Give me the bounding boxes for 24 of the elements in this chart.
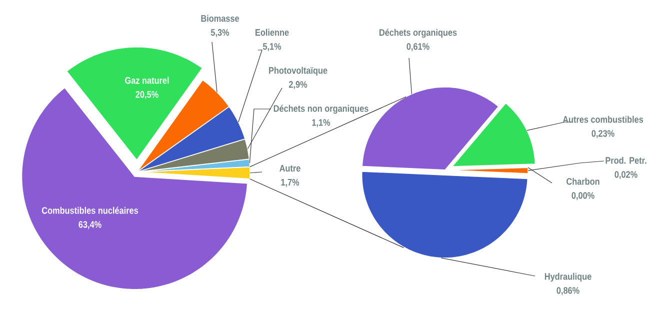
slice-label: Prod. Petr. [606,156,646,164]
slice-label: Autre [280,165,300,172]
slice-label: Déchets non organiques [274,104,368,114]
data-label: 2,9% [288,81,308,90]
slice-label: Eolienne [256,28,289,36]
text: 0,00% [572,192,594,200]
data-label: 20,5% [136,91,158,100]
slice-label: Autres combustibles [562,116,644,123]
data-label: 5,1% [262,43,282,52]
slice-label: Combustibles nucléaires [42,206,138,214]
slice-label: Biomasse [201,14,240,22]
data-label: 0,86% [556,287,580,296]
data-label: 0,23% [592,130,614,138]
slice-label: Hydraulique [544,272,592,282]
data-label: 1,7% [281,178,300,187]
data-label: 0,02% [614,171,638,180]
slice-label: Déchets organiques [380,28,457,38]
data-label: 0,61% [406,43,430,52]
data-label: 1,1% [312,119,330,128]
data-label: 5,3% [210,29,230,38]
data-label: 63,4% [78,221,102,230]
legend-label: Charbon [566,178,600,185]
slice-label: Gaz naturel [125,76,169,84]
slice-label: Photovoltaïque [269,66,328,76]
